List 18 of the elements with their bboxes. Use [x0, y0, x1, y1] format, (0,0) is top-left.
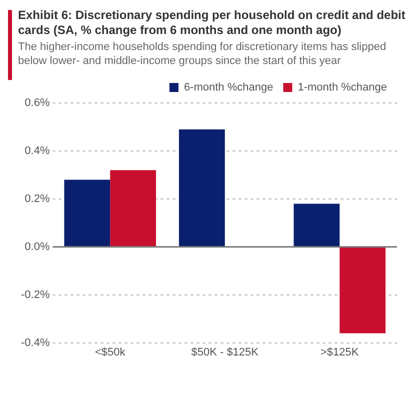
legend-label: 1-month %change: [298, 82, 388, 94]
y-tick-label: -0.4%: [20, 336, 50, 349]
bar: [294, 204, 340, 246]
x-tick-label: <$50k: [94, 346, 126, 358]
y-tick-label: 0.0%: [24, 240, 50, 253]
bar: [178, 129, 225, 246]
chart-subtitle: The higher-income households spending for discretionary items has slipped below lower- and middle-income groups since the start of this year: [18, 40, 388, 68]
y-tick-label: 0.2%: [24, 192, 50, 205]
x-tick-label: $50K - $125K: [191, 346, 260, 358]
x-tick-label: >$125K: [320, 346, 360, 358]
bar: [110, 170, 156, 246]
y-tick-label: -0.2%: [20, 288, 50, 301]
y-tick-label: 0.4%: [24, 144, 50, 157]
y-tick-label: 0.6%: [24, 97, 50, 110]
legend-label: 6-month %change: [184, 82, 274, 94]
chart-title: Exhibit 6: Discretionary spending per household on credit and debit cards (SA, % change from 6 months and one month ago): [18, 8, 406, 38]
bar: [340, 247, 386, 334]
bar: [64, 180, 110, 246]
